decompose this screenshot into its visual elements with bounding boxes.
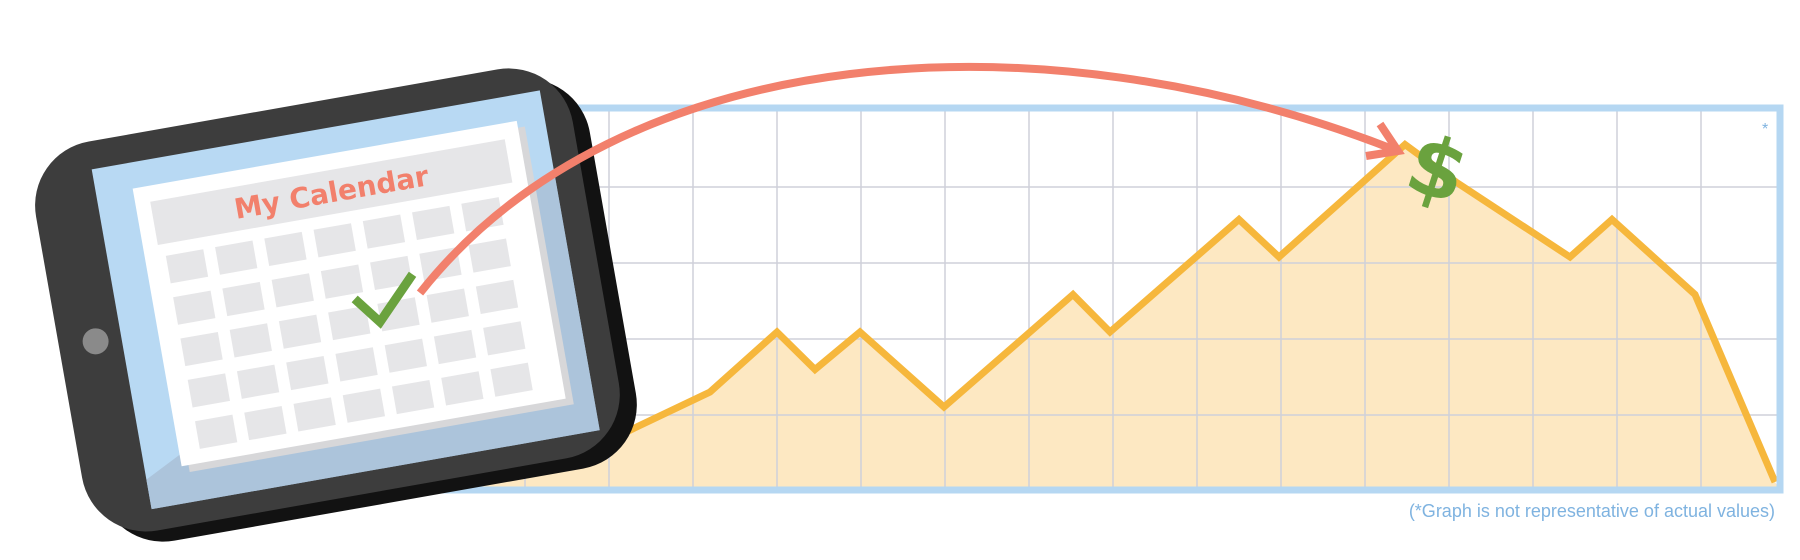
calendar-day-cell xyxy=(483,321,526,356)
calendar-day-cell xyxy=(222,281,265,317)
calendar-day-cell xyxy=(244,406,287,441)
curved-arrow xyxy=(416,62,1397,296)
calendar-day-cell xyxy=(195,414,238,449)
calendar-day-cell xyxy=(187,373,231,408)
graph-footnote: (*Graph is not representative of actual … xyxy=(1409,501,1775,521)
calendar-day-cell xyxy=(229,323,272,358)
calendar-day-cell xyxy=(328,305,371,341)
calendar-day-cell xyxy=(271,273,314,308)
calendar-day-cell xyxy=(264,231,307,267)
calendar-day-cell xyxy=(278,314,322,349)
calendar-grid xyxy=(165,197,533,449)
calendar-day-cell xyxy=(335,347,378,382)
calendar-day-cell xyxy=(370,255,413,291)
tablet-home-button-icon xyxy=(82,328,109,355)
calendar-day-cell xyxy=(342,388,386,423)
calendar-day-cell xyxy=(286,355,329,391)
calendar-day-cell xyxy=(165,249,209,284)
calendar-day-cell xyxy=(490,362,533,397)
calendar-day-cell xyxy=(313,223,356,258)
calendar-day-cell xyxy=(426,288,469,323)
graph-area-fill xyxy=(440,144,1780,490)
calendar-day-cell xyxy=(215,240,258,275)
calendar-day-cell xyxy=(475,279,519,315)
graph-grid xyxy=(440,108,1780,490)
calendar-day-cell xyxy=(320,264,364,299)
calendar-day-cell xyxy=(180,331,223,367)
graph-line xyxy=(598,139,1779,484)
calendar-day-cell xyxy=(384,338,427,373)
arrow-head-icon xyxy=(1365,121,1405,160)
calendar-day-cell xyxy=(173,290,216,325)
graph-asterisk: * xyxy=(1762,121,1768,138)
check-icon xyxy=(351,271,417,329)
calendar-day-cell xyxy=(433,329,477,365)
calendar-day-cell xyxy=(468,238,511,273)
graph-line-layer xyxy=(598,139,1779,484)
calendar-day-cell xyxy=(293,397,336,432)
calendar-day-cell xyxy=(441,371,484,406)
calendar-day-cell xyxy=(362,214,406,249)
calendar-day-cell xyxy=(412,205,455,240)
calendar-day-cell xyxy=(236,364,280,399)
graph-area-layer xyxy=(440,144,1780,490)
calendar-header xyxy=(150,139,513,246)
calendar-day-cell xyxy=(391,379,435,415)
